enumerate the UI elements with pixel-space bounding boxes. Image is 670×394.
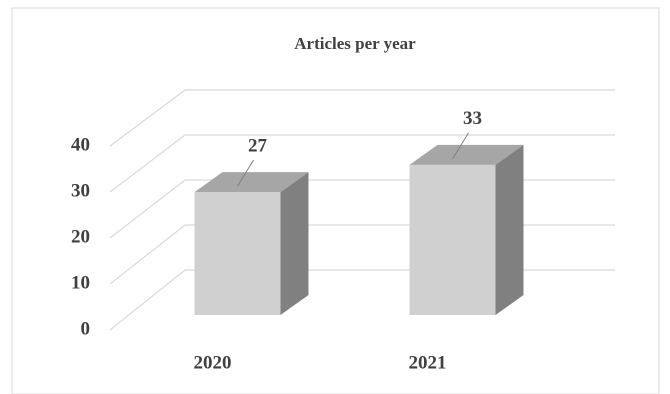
x-tick-label: 2021 <box>409 352 447 373</box>
bar-top <box>194 172 309 193</box>
bar-side <box>280 172 309 315</box>
data-label: 27 <box>248 136 268 157</box>
x-tick-label: 2020 <box>194 352 232 373</box>
chart-frame <box>11 7 660 394</box>
bar-front <box>194 192 281 315</box>
chart-title: Articles per year <box>294 34 416 53</box>
grid-line <box>109 134 615 193</box>
bar-front <box>409 164 496 315</box>
leader-line <box>237 159 254 187</box>
bar-top <box>409 144 524 165</box>
bar-side <box>495 144 524 315</box>
data-label: 33 <box>463 108 482 129</box>
y-tick-label: 30 <box>71 180 90 201</box>
y-tick-label: 0 <box>81 318 91 339</box>
y-tick-label: 10 <box>71 272 90 293</box>
grid-line <box>109 89 615 147</box>
leader-line <box>452 132 469 160</box>
y-tick-label: 20 <box>71 226 90 247</box>
y-tick-label: 40 <box>71 134 90 155</box>
